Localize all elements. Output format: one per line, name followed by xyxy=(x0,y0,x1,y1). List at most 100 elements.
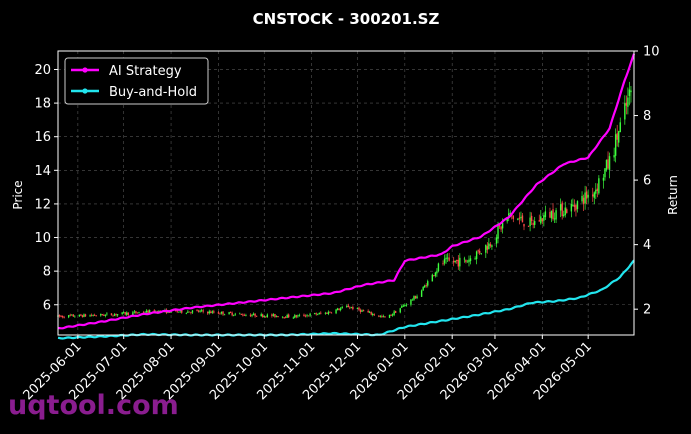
candle-body xyxy=(341,306,343,309)
candle-body xyxy=(530,215,533,222)
candle-body xyxy=(176,310,178,312)
candle-body xyxy=(252,313,255,316)
line-ai-strategy xyxy=(58,53,636,330)
candle-body xyxy=(478,250,481,254)
candle-body xyxy=(352,306,354,310)
candle-body xyxy=(101,314,104,316)
candle-body xyxy=(423,285,426,288)
candle-body xyxy=(550,210,553,219)
candle-body xyxy=(191,310,194,313)
legend-item-buy-and-hold: Buy-and-Hold xyxy=(71,85,197,100)
candle-body xyxy=(593,192,595,198)
candle-body xyxy=(69,314,71,316)
candle-body xyxy=(95,315,97,317)
candle-body xyxy=(414,295,417,299)
candle-body xyxy=(442,263,444,265)
left-tick-label: 20 xyxy=(34,63,51,78)
candle-body xyxy=(474,258,476,260)
candle-body xyxy=(346,306,348,307)
legend-box xyxy=(64,57,209,105)
legend-label-ai-strategy: AI Strategy xyxy=(109,64,182,79)
candle-body xyxy=(220,311,223,314)
candle-body xyxy=(80,314,82,316)
candle-body xyxy=(113,314,116,316)
candle-body xyxy=(391,314,394,316)
candle-body xyxy=(488,243,490,250)
watermark: uqtool.com xyxy=(8,390,179,421)
candle-body xyxy=(274,313,276,317)
candle-body xyxy=(523,223,525,227)
candle-body xyxy=(384,316,386,318)
candle-body xyxy=(81,315,84,318)
candle-body xyxy=(630,90,632,93)
candle-body xyxy=(563,214,565,216)
candle-body xyxy=(393,311,395,315)
right-tick-label: 2 xyxy=(643,303,651,318)
candle-body xyxy=(607,159,609,169)
candle-body xyxy=(239,313,241,315)
candle-body xyxy=(210,311,212,314)
left-tick-label: 18 xyxy=(34,97,51,112)
candle-body xyxy=(116,314,119,316)
candle-body xyxy=(624,103,626,120)
candle-body xyxy=(625,102,628,106)
plot-frame xyxy=(57,50,635,336)
candle-body xyxy=(347,305,349,308)
candle-body xyxy=(495,237,498,244)
candle-body xyxy=(288,314,290,318)
candle-body xyxy=(223,314,226,316)
candle-body xyxy=(315,313,317,315)
candle-body xyxy=(457,259,459,267)
candle-body xyxy=(468,259,470,263)
candle-body xyxy=(281,316,284,318)
candle-body xyxy=(222,311,224,315)
candle-body xyxy=(255,315,258,317)
candle-body xyxy=(373,314,375,316)
candle-body xyxy=(372,313,374,316)
candle-body xyxy=(283,316,285,318)
candle-body xyxy=(443,258,446,264)
candle-body xyxy=(100,313,102,316)
candle-body xyxy=(245,315,247,316)
candle-body xyxy=(326,312,328,314)
candle-body xyxy=(339,308,342,311)
candle-body xyxy=(613,155,615,158)
candle-body xyxy=(454,260,456,262)
candle-body xyxy=(381,316,383,317)
candle-body xyxy=(540,216,542,224)
candle-body xyxy=(425,285,427,287)
candle-body xyxy=(498,224,501,227)
left-tick-label: 14 xyxy=(34,164,51,179)
candle-body xyxy=(178,311,180,313)
candle-body xyxy=(213,311,215,313)
candle-body xyxy=(378,315,380,317)
left-axis-ticks: 6 8 10 12 14 16 18 20 xyxy=(34,63,58,313)
candle-body xyxy=(527,225,530,227)
candle-body xyxy=(106,313,108,315)
candle-body xyxy=(358,307,360,310)
candle-body xyxy=(570,204,573,212)
candle-body xyxy=(497,225,499,239)
candle-body xyxy=(410,299,412,305)
candle-body xyxy=(459,257,461,267)
candle-body xyxy=(618,131,620,143)
candle-body xyxy=(89,315,91,317)
candle-body xyxy=(427,281,429,286)
series-lines xyxy=(57,53,636,340)
candle-body xyxy=(420,290,423,297)
candle-body xyxy=(431,274,434,282)
candle-body xyxy=(313,313,316,315)
candle-body xyxy=(475,251,478,260)
candle-body xyxy=(521,215,524,223)
candle-body xyxy=(616,133,618,140)
candle-body xyxy=(356,307,359,309)
candle-body xyxy=(122,312,125,313)
candle-body xyxy=(466,261,469,263)
candle-body xyxy=(362,310,365,312)
candle-body xyxy=(592,194,594,197)
candle-body xyxy=(433,275,435,277)
candle-body xyxy=(446,257,449,259)
candle-body xyxy=(582,197,585,205)
candle-body xyxy=(324,312,327,314)
candle-body xyxy=(127,312,129,315)
